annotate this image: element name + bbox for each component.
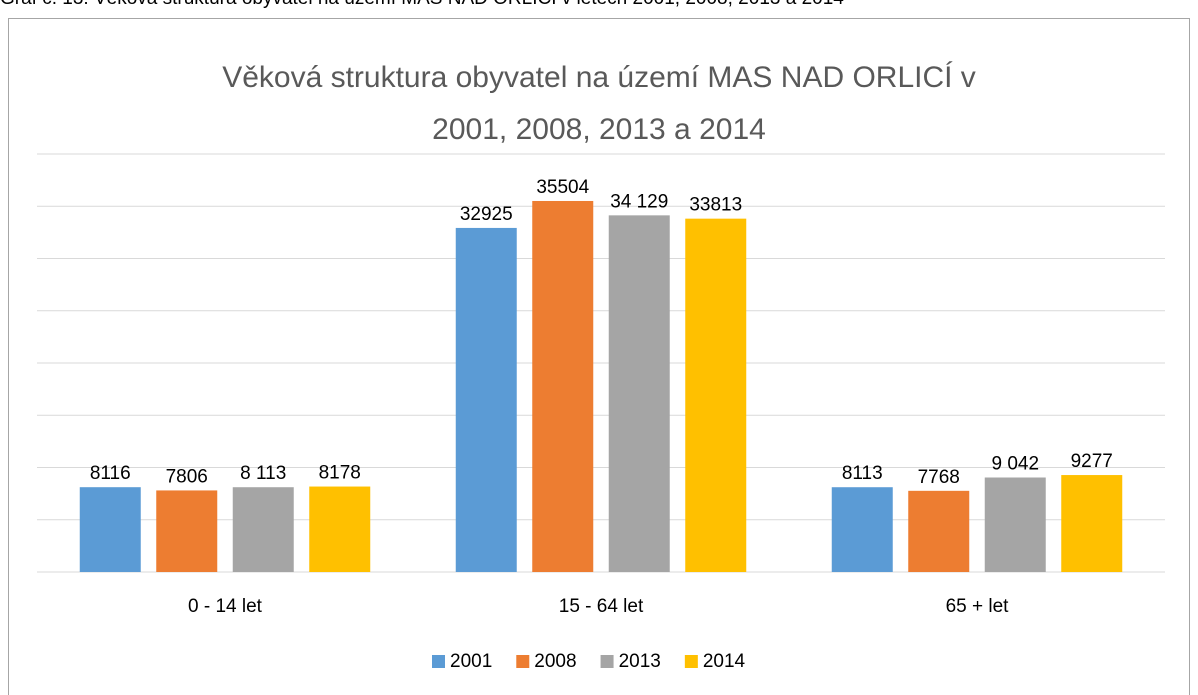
bar	[685, 218, 747, 572]
data-label: 8178	[319, 463, 361, 484]
data-label: 32925	[460, 204, 513, 225]
bar	[532, 200, 594, 572]
data-label: 35504	[536, 177, 589, 198]
x-tick-label: 0 - 14 let	[188, 596, 263, 617]
data-label: 33813	[689, 195, 742, 216]
x-tick-label: 65 + let	[946, 596, 1010, 617]
caption: Graf č. 13: Věková struktura obyvatel na…	[0, 0, 844, 10]
bar	[79, 487, 141, 572]
data-label: 9277	[1071, 451, 1113, 472]
bar	[232, 487, 294, 572]
chart-title: Věková struktura obyvatel na území MAS N…	[222, 61, 976, 146]
bar	[984, 477, 1046, 572]
legend-swatch	[516, 655, 530, 668]
data-label: 8116	[90, 463, 131, 484]
legend-label: 2013	[619, 651, 661, 672]
x-tick-label: 15 - 64 let	[559, 596, 644, 617]
bar	[831, 487, 893, 572]
bar	[455, 227, 517, 572]
data-label: 7768	[918, 467, 960, 488]
legend-label: 2001	[450, 651, 492, 672]
data-label: 9 042	[991, 454, 1039, 475]
bar	[1061, 475, 1123, 572]
bar	[156, 490, 218, 572]
legend-label: 2008	[534, 651, 576, 672]
data-label: 34 129	[610, 191, 668, 212]
legend-swatch	[684, 655, 698, 668]
legend-swatch	[432, 655, 445, 668]
data-label: 7806	[166, 466, 208, 487]
chart-border	[8, 18, 1190, 695]
bar	[309, 486, 371, 572]
bar	[608, 215, 670, 573]
data-label: 8113	[842, 463, 883, 484]
legend-swatch	[600, 655, 614, 668]
data-label: 8 113	[240, 463, 286, 484]
bar	[908, 490, 970, 572]
legend-label: 2014	[703, 651, 746, 672]
